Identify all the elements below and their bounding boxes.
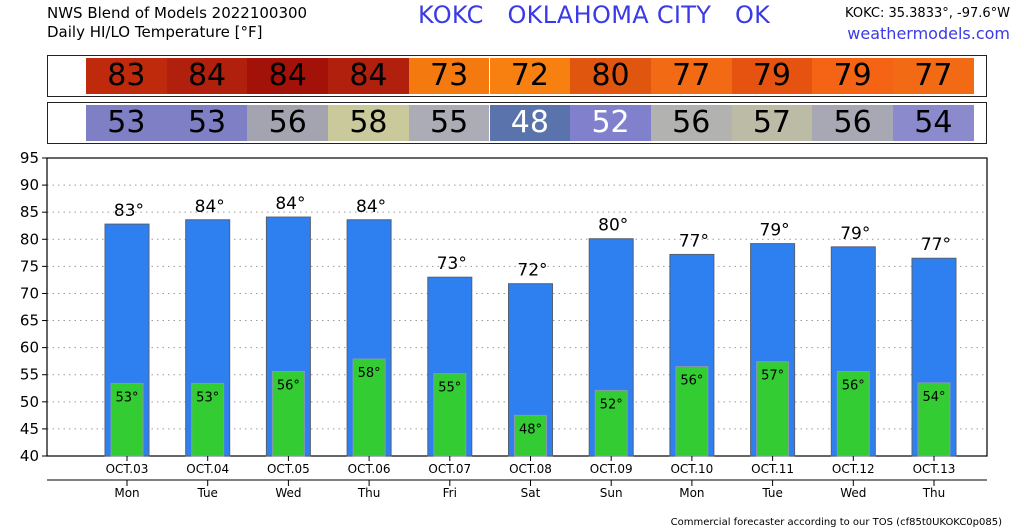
high-temp-label: 84° xyxy=(195,197,225,217)
low-temp-cell: 56 xyxy=(812,105,893,141)
station-coordinates: KOKC: 35.3833°, -97.6°W xyxy=(845,6,1010,21)
y-tick-label: 85 xyxy=(20,203,39,221)
high-temp-label: 80° xyxy=(598,216,628,236)
y-tick-label: 55 xyxy=(20,366,39,384)
x-tick-label: OCT.07 xyxy=(428,462,471,476)
low-temp-label: 54° xyxy=(922,390,945,405)
chart-header-left: NWS Blend of Models 2022100300 Daily HI/… xyxy=(47,4,307,42)
low-temp-cell: 58 xyxy=(328,105,409,141)
x-tick-label: OCT.12 xyxy=(832,462,875,476)
high-temp-label: 84° xyxy=(275,194,305,214)
high-temp-cell: 77 xyxy=(650,58,732,94)
low-temp-bar xyxy=(110,382,144,457)
low-temp-label: 58° xyxy=(358,366,381,381)
high-temp-cell: 80 xyxy=(570,58,651,94)
low-temp-label: 56° xyxy=(842,378,865,393)
y-tick-label: 80 xyxy=(20,230,39,248)
chart-subtitle: Daily HI/LO Temperature [°F] xyxy=(47,23,263,41)
high-temp-cell: 83 xyxy=(86,58,167,94)
day-label: Tue xyxy=(196,486,218,500)
y-tick-label: 50 xyxy=(20,393,39,411)
low-temp-bar xyxy=(756,361,790,457)
low-temp-cell: 54 xyxy=(893,105,974,141)
high-temp-label: 77° xyxy=(921,235,951,255)
high-temp-cell: 79 xyxy=(731,58,813,94)
day-label: Tue xyxy=(761,486,783,500)
high-temp-cell: 72 xyxy=(489,58,571,94)
low-temp-bar xyxy=(836,370,870,457)
high-temp-label: 72° xyxy=(517,261,547,281)
y-tick-label: 75 xyxy=(20,257,39,275)
low-temp-cell: 53 xyxy=(86,105,167,141)
high-temp-label: 79° xyxy=(840,224,870,244)
x-tick-label: OCT.11 xyxy=(751,462,794,476)
low-temp-bar xyxy=(594,389,628,457)
y-tick-label: 40 xyxy=(20,447,39,465)
low-temp-label: 57° xyxy=(761,369,784,384)
low-temp-bar xyxy=(917,382,951,457)
y-tick-label: 60 xyxy=(20,339,39,357)
high-temp-cell: 84 xyxy=(166,58,248,94)
high-temp-cell: 73 xyxy=(408,58,490,94)
x-tick-label: OCT.05 xyxy=(267,462,310,476)
day-label: Fri xyxy=(443,486,457,500)
low-temp-cell: 57 xyxy=(731,105,813,141)
x-tick-label: OCT.03 xyxy=(106,462,149,476)
x-tick-label: OCT.09 xyxy=(590,462,633,476)
y-tick-label: 95 xyxy=(20,149,39,167)
y-tick-label: 45 xyxy=(20,420,39,438)
chart-header-right: KOKC: 35.3833°, -97.6°W weathermodels.co… xyxy=(845,4,1010,44)
high-temp-label: 73° xyxy=(437,254,467,274)
day-label: Sun xyxy=(600,486,623,500)
low-temp-cell: 55 xyxy=(408,105,490,141)
low-temp-label: 48° xyxy=(519,422,542,437)
low-temp-bar xyxy=(191,382,225,457)
model-run-label: NWS Blend of Models 2022100300 xyxy=(47,4,308,22)
low-temp-label: 52° xyxy=(600,397,623,412)
y-tick-label: 90 xyxy=(20,176,39,194)
high-temp-label: 79° xyxy=(760,221,790,241)
day-label: Mon xyxy=(679,486,704,500)
high-temperature-strip: 83 84 84 84 73 72 80 77 79 79 77 xyxy=(47,55,987,97)
low-temp-label: 53° xyxy=(196,390,219,405)
low-temp-cell: 56 xyxy=(247,105,329,141)
low-temp-bar xyxy=(514,414,547,457)
x-tick-label: OCT.06 xyxy=(348,462,391,476)
day-label: Mon xyxy=(114,486,139,500)
low-temp-label: 56° xyxy=(277,378,300,393)
high-temp-label: 77° xyxy=(679,231,709,251)
day-label: Thu xyxy=(922,486,946,500)
day-label: Thu xyxy=(357,486,381,500)
low-temp-cell: 56 xyxy=(650,105,732,141)
low-temp-label: 55° xyxy=(438,381,461,396)
y-tick-label: 65 xyxy=(20,312,39,330)
day-label: Wed xyxy=(840,486,866,500)
day-label: Sat xyxy=(521,486,541,500)
x-tick-label: OCT.08 xyxy=(509,462,552,476)
x-tick-label: OCT.10 xyxy=(670,462,713,476)
footer-note: Commercial forecaster according to our T… xyxy=(670,517,1002,528)
high-temp-label: 83° xyxy=(114,201,144,221)
high-temp-cell: 77 xyxy=(893,58,974,94)
low-temp-label: 53° xyxy=(115,390,138,405)
y-tick-label: 70 xyxy=(20,284,39,302)
x-tick-label: OCT.13 xyxy=(913,462,956,476)
low-temp-label: 56° xyxy=(680,374,703,389)
x-tick-label: OCT.04 xyxy=(186,462,229,476)
low-temp-cell: 53 xyxy=(166,105,248,141)
station-title: KOKC OKLAHOMA CITY OK xyxy=(418,1,771,29)
high-temp-cell: 84 xyxy=(247,58,329,94)
low-temp-bar xyxy=(433,373,467,457)
low-temp-cell: 52 xyxy=(570,105,651,141)
day-label: Wed xyxy=(275,486,301,500)
site-link[interactable]: weathermodels.com xyxy=(847,24,1010,43)
high-temp-cell: 84 xyxy=(328,58,409,94)
high-temp-cell: 79 xyxy=(812,58,893,94)
low-temp-cell: 48 xyxy=(489,105,571,141)
high-temp-label: 84° xyxy=(356,197,386,217)
low-temperature-strip: 53 53 56 58 55 48 52 56 57 56 54 xyxy=(47,102,987,144)
